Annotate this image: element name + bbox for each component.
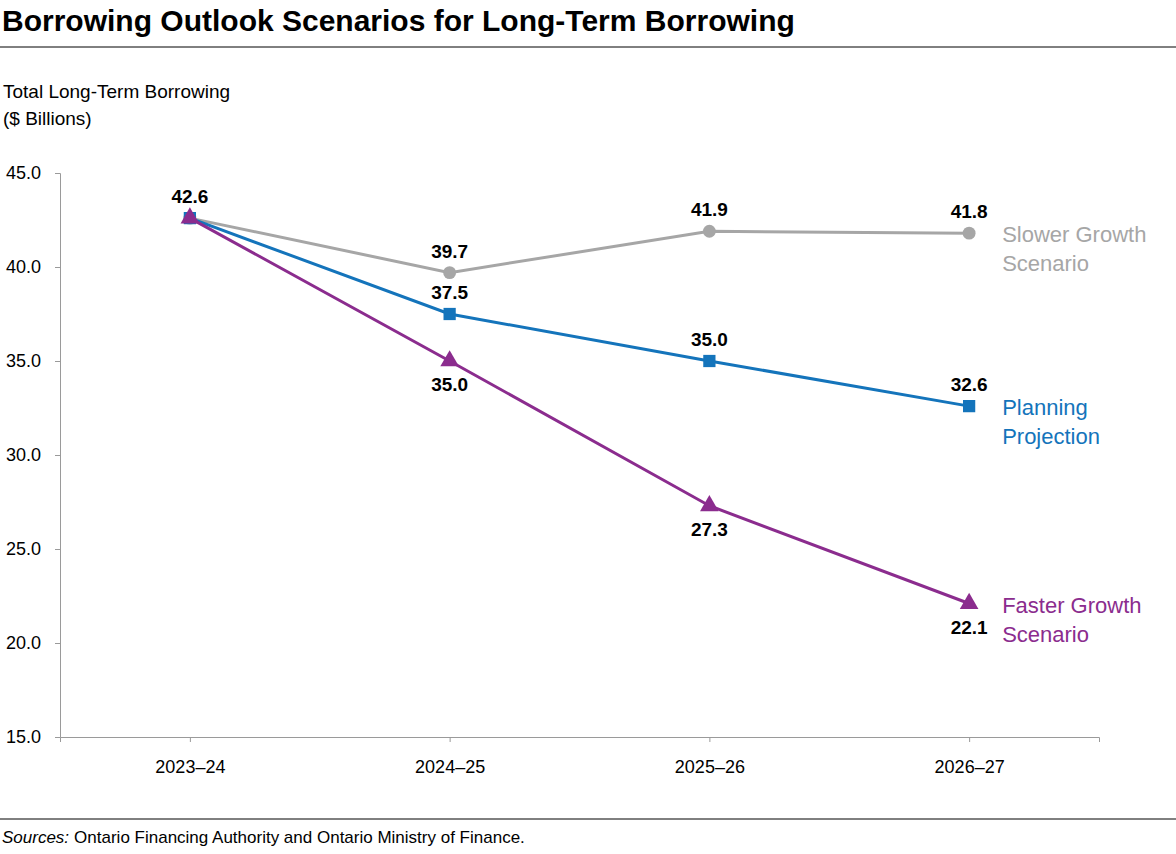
data-label: 41.9 — [691, 199, 728, 220]
title: Borrowing Outlook Scenarios for Long-Ter… — [2, 4, 795, 37]
data-label: 27.3 — [691, 519, 728, 540]
y-tick-mark — [55, 267, 60, 268]
labels: 42.6 39.7 41.9 41.8 Slower GrowthScenario 37.… — [171, 186, 1146, 646]
series-marker — [700, 495, 719, 511]
plot-area — [181, 207, 979, 609]
series-marker — [960, 593, 979, 609]
y-tick: 15.0 — [6, 727, 60, 747]
series-marker — [963, 400, 975, 412]
series-marker — [181, 207, 200, 223]
series-marker — [443, 266, 456, 279]
chart: Borrowing Outlook Scenarios for Long-Ter… — [0, 0, 1176, 854]
series-marker — [444, 308, 456, 320]
source-text: Ontario Financing Authority and Ontario … — [74, 828, 525, 847]
series-line — [190, 218, 969, 603]
source: Sources: Ontario Financing Authority and … — [2, 828, 525, 847]
data-label: 37.5 — [431, 282, 468, 303]
x-tick-mark — [190, 737, 191, 742]
x-tick: 2025–26 — [675, 737, 745, 777]
series-line — [190, 218, 969, 406]
y-tick-mark — [55, 173, 60, 174]
data-label: 41.8 — [951, 201, 988, 222]
footer-rule — [0, 819, 1176, 820]
y-tick-mark — [55, 737, 60, 738]
y-tick-mark — [55, 455, 60, 456]
series-marker — [703, 225, 716, 238]
y-tick: 45.0 — [6, 163, 60, 183]
y-tick: 25.0 — [6, 539, 60, 559]
x-axis: 2023–24 2024–25 2025–26 2026–27 — [61, 737, 1100, 777]
x-tick-label: 2023–24 — [155, 757, 225, 777]
x-tick-mark — [450, 737, 451, 742]
source-label: Sources: — [2, 828, 69, 847]
series-label: Faster GrowthScenario — [1002, 593, 1141, 647]
y-axis-title: ($ Billions) — [3, 108, 92, 129]
series-marker — [440, 350, 459, 366]
series-line — [190, 218, 969, 273]
y-tick-label: 45.0 — [6, 163, 41, 183]
x-axis-line — [61, 738, 1100, 743]
x-tick: 2026–27 — [935, 737, 1005, 777]
series-label: Slower GrowthScenario — [1002, 222, 1146, 276]
data-label: 39.7 — [431, 241, 468, 262]
y-tick: 40.0 — [6, 257, 60, 277]
y-axis-line — [55, 174, 61, 738]
data-label: 42.6 — [171, 186, 208, 207]
y-tick-mark — [55, 549, 60, 550]
x-tick-mark — [709, 737, 710, 742]
series-marker — [963, 227, 976, 240]
data-label: 22.1 — [951, 617, 988, 638]
x-tick-label: 2025–26 — [675, 757, 745, 777]
y-tick: 35.0 — [6, 351, 60, 371]
series-marker — [703, 355, 715, 367]
x-tick-label: 2026–27 — [935, 757, 1005, 777]
y-tick: 20.0 — [6, 633, 60, 653]
y-tick-mark — [55, 643, 60, 644]
data-label: 35.0 — [431, 374, 468, 395]
y-tick: 30.0 — [6, 445, 60, 465]
y-tick-mark — [55, 361, 60, 362]
x-tick: 2023–24 — [155, 737, 225, 777]
series-label: PlanningProjection — [1002, 395, 1100, 449]
x-tick-label: 2024–25 — [415, 757, 485, 777]
y-axis-title: Total Long-Term Borrowing — [3, 81, 230, 102]
y-tick-label: 30.0 — [6, 445, 41, 465]
y-tick-label: 25.0 — [6, 539, 41, 559]
y-axis: 15.0 20.0 25.0 30.0 35.0 40.0 45.0 — [6, 163, 61, 747]
x-tick-mark — [969, 737, 970, 742]
data-label: 35.0 — [691, 329, 728, 350]
y-tick-label: 35.0 — [6, 351, 41, 371]
x-tick: 2024–25 — [415, 737, 485, 777]
y-tick-label: 15.0 — [6, 727, 41, 747]
title-rule — [0, 47, 1176, 48]
y-tick-label: 40.0 — [6, 257, 41, 277]
y-tick-label: 20.0 — [6, 633, 41, 653]
data-label: 32.6 — [951, 374, 988, 395]
